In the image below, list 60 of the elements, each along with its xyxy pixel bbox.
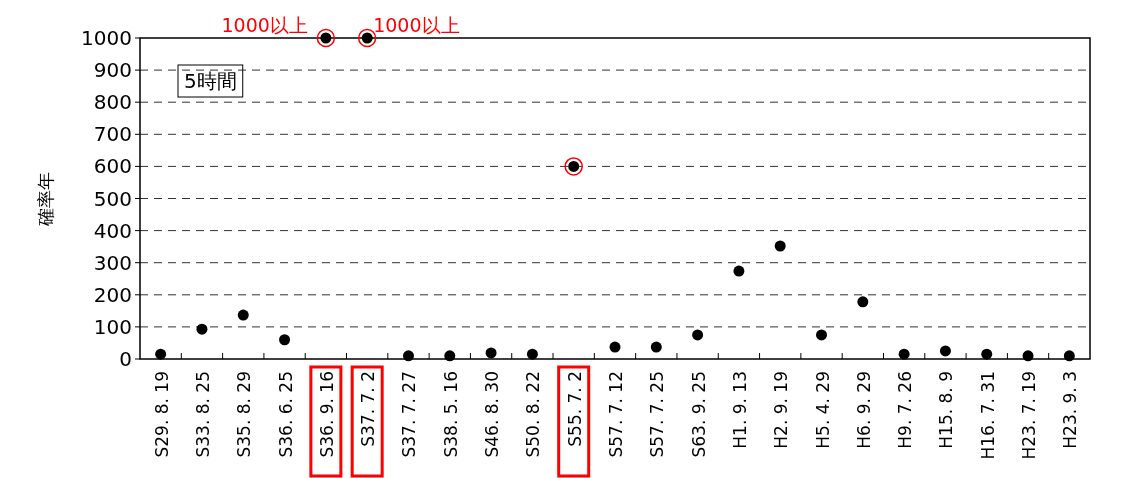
x-tick-label: S57. 7. 12 <box>606 371 626 458</box>
point <box>898 348 910 360</box>
y-tick-label: 300 <box>93 250 132 275</box>
x-tick-label: S46. 8. 30 <box>482 371 503 458</box>
y-tick-label: 800 <box>93 90 132 115</box>
y-tick-label: 100 <box>93 314 132 339</box>
annotation: 5時間 <box>184 69 237 93</box>
x-tick-label: H6. 9. 29 <box>853 371 874 449</box>
point <box>609 341 621 353</box>
x-tick-label: H23. 9. 3 <box>1060 371 1081 449</box>
x-tick-label: S37. 7. 2 <box>358 371 379 447</box>
y-tick-label: 1000 <box>81 26 132 50</box>
point <box>155 348 167 360</box>
point <box>237 309 249 321</box>
x-tick-label: S36. 9. 16 <box>316 371 337 458</box>
point <box>402 350 414 362</box>
y-tick-label: 200 <box>93 282 132 307</box>
point <box>279 334 291 346</box>
x-tick-label: H16. 7. 31 <box>977 371 998 460</box>
x-tick-label: S63. 9. 25 <box>688 371 709 458</box>
y-tick-label: 400 <box>93 218 132 243</box>
x-tick-label: S57. 7. 25 <box>647 371 668 458</box>
point <box>485 347 497 359</box>
x-tick-label: S50. 8. 22 <box>523 371 544 458</box>
x-tick-label: S55. 7. 2 <box>564 371 585 447</box>
y-tick-label: 0 <box>119 347 132 371</box>
annotation: 1000以上 <box>221 14 308 36</box>
y-tick-label: 900 <box>93 58 132 83</box>
x-tick-label: H2. 9. 19 <box>771 371 792 449</box>
y-tick-label: 600 <box>93 154 132 179</box>
point <box>650 341 662 353</box>
point <box>733 265 745 277</box>
x-tick-label: S36. 6. 25 <box>275 371 296 458</box>
x-tick-label: S29. 8. 19 <box>151 371 172 458</box>
x-tick-label: H9. 7. 26 <box>895 371 916 449</box>
point <box>564 157 583 176</box>
point <box>692 329 704 341</box>
note-box: 5時間 <box>177 64 244 98</box>
point <box>196 323 208 335</box>
point <box>857 296 869 308</box>
x-tick-label: S35. 8. 29 <box>234 371 255 458</box>
annotation: 1000以上 <box>373 14 460 36</box>
x-tick-label: H1. 9. 13 <box>729 371 750 449</box>
y-tick-label: 700 <box>93 122 132 147</box>
y-axis-title: 確率年 <box>35 171 56 227</box>
point <box>444 350 456 362</box>
point <box>1022 350 1034 362</box>
x-tick-label: S38. 5. 16 <box>440 371 461 458</box>
point <box>1063 350 1075 362</box>
point <box>774 240 786 252</box>
y-tick-label: 500 <box>93 186 132 211</box>
x-tick-label: H23. 7. 19 <box>1019 371 1040 460</box>
point <box>526 348 538 360</box>
point <box>816 329 828 341</box>
x-tick-label: S33. 8. 25 <box>192 371 213 458</box>
point <box>939 345 951 357</box>
x-tick-label: H15. 8. 9 <box>936 371 957 449</box>
point <box>981 348 993 360</box>
x-tick-label: H5. 4. 29 <box>812 371 833 449</box>
x-tick-label: S37. 7. 27 <box>399 371 420 458</box>
